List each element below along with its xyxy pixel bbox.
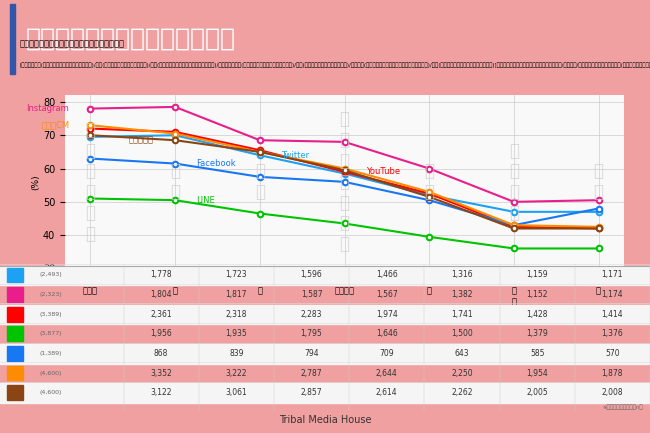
- Text: 1,316: 1,316: [451, 271, 473, 279]
- Text: 興
味: 興 味: [170, 162, 180, 201]
- Text: (2,493): (2,493): [39, 272, 62, 278]
- Text: 1,723: 1,723: [226, 271, 247, 279]
- Text: (3,389): (3,389): [39, 312, 62, 317]
- Text: 1,152: 1,152: [526, 290, 548, 299]
- Text: 1,382: 1,382: [451, 290, 473, 299]
- Text: 3,061: 3,061: [226, 388, 247, 397]
- Text: 1,159: 1,159: [526, 271, 548, 279]
- Text: 794: 794: [304, 349, 319, 358]
- Text: 1,935: 1,935: [226, 330, 247, 338]
- Text: 1,817: 1,817: [226, 290, 247, 299]
- Text: 2,787: 2,787: [301, 368, 322, 378]
- Text: 認
知
に
役
立
つ: 認 知 に 役 立 つ: [85, 121, 96, 243]
- Bar: [6, 385, 23, 400]
- Text: Instagram: Instagram: [27, 104, 70, 113]
- Text: 2,262: 2,262: [451, 388, 473, 397]
- Text: 推
奨: 推 奨: [593, 162, 604, 201]
- Bar: [6, 268, 23, 282]
- Text: 1,956: 1,956: [150, 330, 172, 338]
- Text: 2,614: 2,614: [376, 388, 398, 397]
- Text: 1,376: 1,376: [601, 330, 623, 338]
- Text: 1,974: 1,974: [376, 310, 398, 319]
- Text: Tribal Media House: Tribal Media House: [279, 415, 371, 425]
- Text: 利
用
・
購
入
意
向: 利 用 ・ 購 入 意 向: [339, 110, 350, 253]
- Text: 1,466: 1,466: [376, 271, 398, 279]
- Text: 1,414: 1,414: [602, 310, 623, 319]
- Text: 1,646: 1,646: [376, 330, 398, 338]
- Text: (4,600): (4,600): [39, 390, 61, 395]
- Text: 570: 570: [605, 349, 619, 358]
- Text: 709: 709: [380, 349, 394, 358]
- Bar: [0, 265, 650, 285]
- Text: 3,352: 3,352: [150, 368, 172, 378]
- Bar: [6, 326, 23, 341]
- Text: 585: 585: [530, 349, 545, 358]
- Text: 1,171: 1,171: [602, 271, 623, 279]
- Text: 643: 643: [454, 349, 469, 358]
- Text: [認知に役立つ(商品やサービスを知るのに役立つ)/興味(商品やサービスに興味を持つ)/理解(商品やサービスを理解するのに役立つ)/利用・購入意向(商品やサービス: [認知に役立つ(商品やサービスを知るのに役立つ)/興味(商品やサービスに興味を持…: [20, 62, 650, 68]
- Text: 1,878: 1,878: [602, 368, 623, 378]
- Text: 1,587: 1,587: [301, 290, 322, 299]
- Text: (1,389): (1,389): [39, 351, 62, 356]
- Text: 3,122: 3,122: [150, 388, 172, 397]
- Text: (4,600): (4,600): [39, 371, 61, 375]
- Text: 3,222: 3,222: [226, 368, 247, 378]
- Bar: [0, 344, 650, 364]
- Text: 868: 868: [154, 349, 168, 358]
- Text: 1,379: 1,379: [526, 330, 548, 338]
- Text: Facebook: Facebook: [196, 159, 236, 168]
- Text: 1,804: 1,804: [150, 290, 172, 299]
- Text: 1,795: 1,795: [301, 330, 322, 338]
- Text: (2,323): (2,323): [39, 292, 62, 297]
- Text: 1,596: 1,596: [301, 271, 322, 279]
- Text: 1,954: 1,954: [526, 368, 548, 378]
- Text: 2,644: 2,644: [376, 368, 398, 378]
- Text: YouTube: YouTube: [366, 168, 400, 176]
- Text: 2,250: 2,250: [451, 368, 473, 378]
- Text: 2,857: 2,857: [301, 388, 322, 397]
- Text: 1,778: 1,778: [150, 271, 172, 279]
- Text: LINE: LINE: [196, 196, 215, 205]
- Text: 2,008: 2,008: [602, 388, 623, 397]
- Text: Twitter: Twitter: [281, 151, 309, 160]
- Bar: [0, 305, 650, 324]
- Bar: [6, 366, 23, 381]
- Text: 2,283: 2,283: [301, 310, 322, 319]
- Text: 2,361: 2,361: [150, 310, 172, 319]
- Text: テレビCM: テレビCM: [41, 121, 70, 130]
- Text: 理
解: 理 解: [255, 162, 265, 201]
- Text: ユーザーが各プラットフォームから受ける影響: ユーザーが各プラットフォームから受ける影響: [20, 39, 125, 48]
- Text: (3,877): (3,877): [39, 331, 62, 336]
- Text: リ
ピ
ー
ト: リ ピ ー ト: [509, 142, 519, 222]
- Bar: [6, 307, 23, 322]
- Text: 2,318: 2,318: [226, 310, 247, 319]
- Bar: [10, 4, 15, 74]
- Text: 1,741: 1,741: [451, 310, 473, 319]
- Bar: [0, 383, 650, 403]
- Bar: [6, 287, 23, 302]
- Text: 1,174: 1,174: [602, 290, 623, 299]
- Text: 好
意: 好 意: [424, 162, 434, 201]
- Y-axis label: (%): (%): [31, 174, 40, 190]
- Bar: [6, 346, 23, 361]
- Text: プラットフォーム別の影響領域: プラットフォーム別の影響領域: [26, 27, 236, 51]
- Text: 839: 839: [229, 349, 244, 358]
- Text: ※グラフ下段の数字はn数: ※グラフ下段の数字はn数: [603, 404, 644, 410]
- Text: 1,567: 1,567: [376, 290, 398, 299]
- Text: 1,500: 1,500: [451, 330, 473, 338]
- Text: 1,428: 1,428: [526, 310, 548, 319]
- Text: 友人・知人: 友人・知人: [129, 136, 154, 145]
- Text: 2,005: 2,005: [526, 388, 548, 397]
